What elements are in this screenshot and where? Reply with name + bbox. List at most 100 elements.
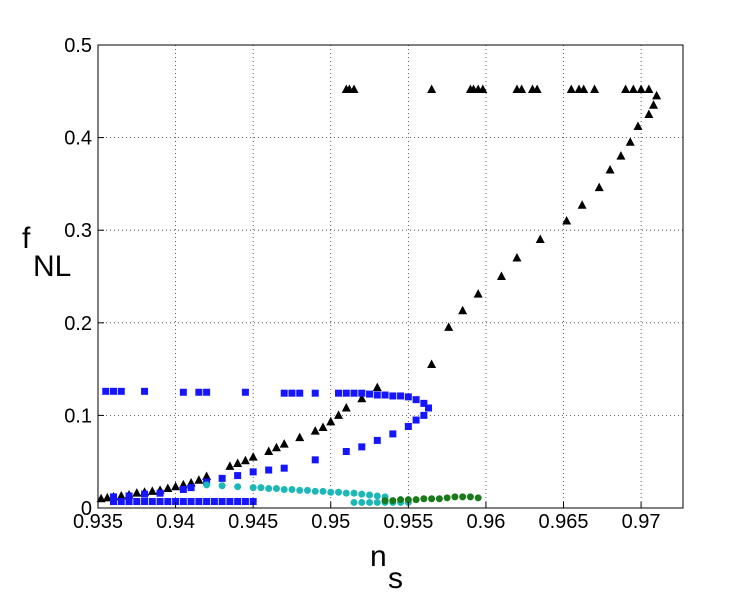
point xyxy=(125,498,133,506)
point xyxy=(279,439,289,448)
point xyxy=(264,446,274,456)
point xyxy=(179,388,187,396)
point xyxy=(234,472,242,480)
point xyxy=(288,485,296,493)
y-label: f xyxy=(22,222,31,255)
point xyxy=(265,485,273,493)
point xyxy=(117,498,125,506)
point xyxy=(171,481,181,491)
point xyxy=(195,498,203,506)
point xyxy=(420,495,428,503)
x-tick-label: 0.945 xyxy=(228,511,278,533)
point xyxy=(265,466,273,474)
point xyxy=(458,305,468,315)
point xyxy=(633,121,643,130)
point xyxy=(187,498,195,506)
point xyxy=(512,252,522,262)
point xyxy=(203,498,211,506)
point xyxy=(234,498,242,506)
point xyxy=(357,393,367,403)
point xyxy=(310,426,320,435)
point xyxy=(311,389,319,397)
point xyxy=(451,493,459,501)
point xyxy=(358,389,366,397)
point xyxy=(319,487,327,495)
point xyxy=(280,464,288,472)
point xyxy=(164,498,172,506)
point xyxy=(234,483,242,491)
plot-area xyxy=(98,45,683,508)
axes-box xyxy=(97,44,684,509)
point xyxy=(303,486,311,494)
point xyxy=(389,430,397,438)
point xyxy=(240,455,250,465)
point xyxy=(381,497,389,505)
point xyxy=(474,494,482,502)
point xyxy=(428,495,436,503)
point xyxy=(249,484,257,492)
point xyxy=(257,484,265,492)
point xyxy=(412,396,420,404)
point xyxy=(341,402,351,412)
x-tick-label: 0.955 xyxy=(383,511,433,533)
point xyxy=(427,359,437,368)
point xyxy=(644,109,654,118)
point xyxy=(358,443,366,451)
x-tick-label: 0.94 xyxy=(156,511,195,533)
point xyxy=(412,496,420,504)
point xyxy=(444,322,454,331)
point xyxy=(110,387,118,395)
x-tick-label: 0.935 xyxy=(73,511,123,533)
point xyxy=(397,496,405,504)
point xyxy=(478,84,488,93)
point xyxy=(358,498,366,506)
point xyxy=(148,498,156,506)
point xyxy=(366,498,374,506)
point xyxy=(241,388,249,396)
x-label-sub: s xyxy=(388,562,403,595)
point xyxy=(342,389,350,397)
point xyxy=(326,416,336,426)
point xyxy=(459,493,467,501)
point xyxy=(133,498,141,506)
point xyxy=(233,458,243,468)
point xyxy=(96,493,106,503)
point xyxy=(334,410,344,419)
point xyxy=(272,485,280,493)
x-tick-label: 0.95 xyxy=(311,511,350,533)
point xyxy=(350,389,358,397)
point xyxy=(389,392,397,400)
point xyxy=(427,84,437,93)
point xyxy=(203,388,211,396)
point xyxy=(156,498,164,506)
point xyxy=(644,84,654,93)
point xyxy=(218,482,226,490)
point xyxy=(404,496,412,504)
point xyxy=(366,491,374,499)
point xyxy=(420,411,428,419)
point xyxy=(280,485,288,493)
point xyxy=(397,392,405,400)
y-label-sub: NL xyxy=(33,250,71,283)
point xyxy=(296,389,304,397)
point xyxy=(203,481,211,489)
y-tick-label: 0.2 xyxy=(64,313,92,335)
point xyxy=(179,498,187,506)
point xyxy=(117,387,125,395)
point xyxy=(389,497,397,505)
point xyxy=(102,387,110,395)
point xyxy=(579,84,589,93)
point xyxy=(172,498,180,506)
y-tick-label: 0 xyxy=(81,498,92,520)
point xyxy=(110,498,118,506)
y-tick-label: 0.1 xyxy=(64,405,92,427)
point xyxy=(195,388,203,396)
point xyxy=(102,492,112,502)
point xyxy=(404,423,412,431)
point xyxy=(318,422,328,431)
point xyxy=(443,494,451,502)
point xyxy=(366,390,374,398)
point xyxy=(350,489,358,497)
point xyxy=(156,489,164,497)
